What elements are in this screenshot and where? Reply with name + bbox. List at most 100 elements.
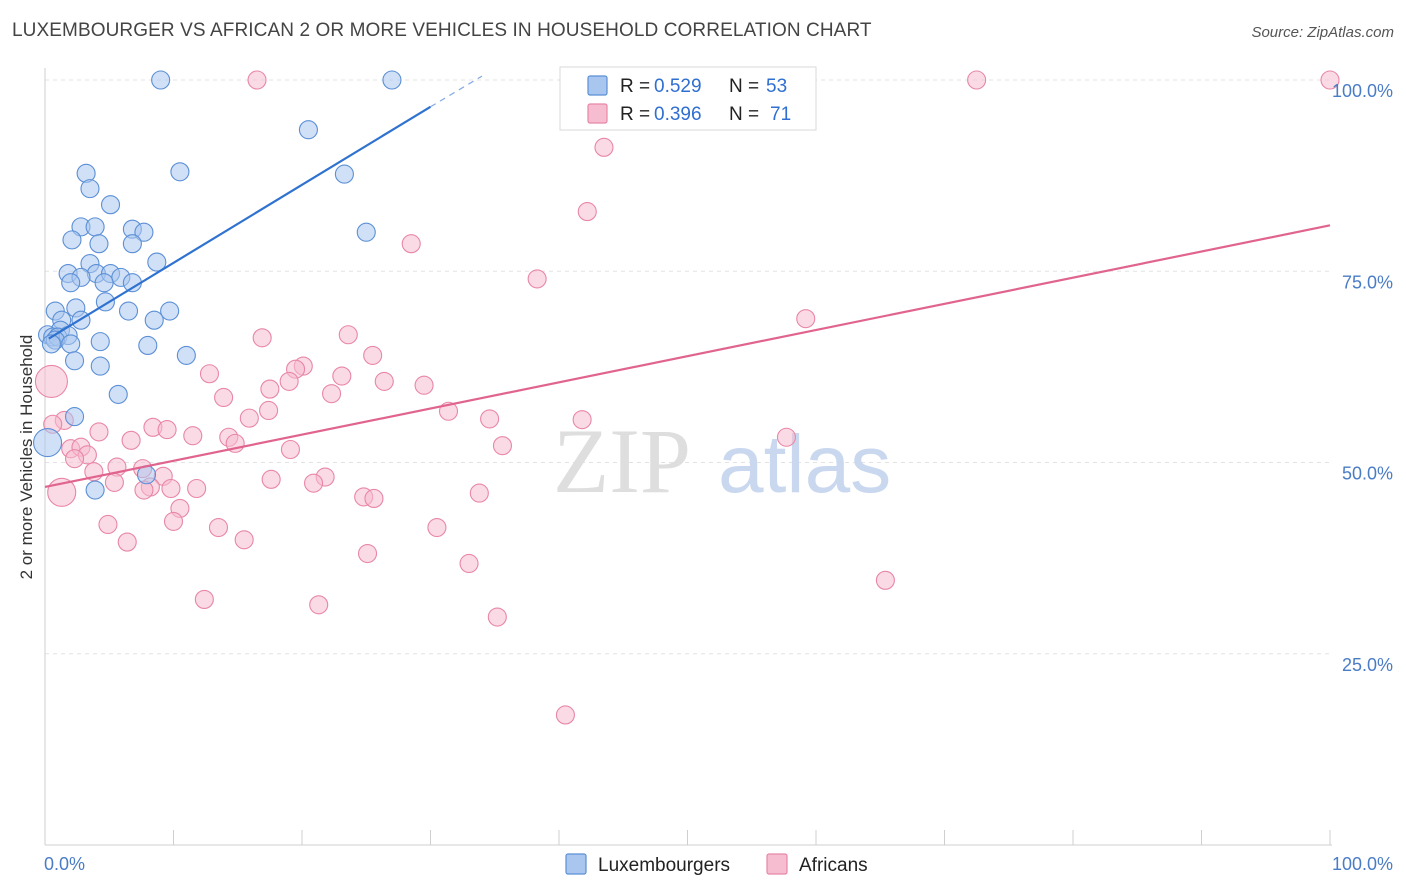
data-point [260, 379, 280, 399]
y-tick-label: 25.0% [1342, 655, 1393, 675]
data-point [1320, 70, 1340, 90]
legend-n-value: 53 [766, 76, 787, 97]
legend-r-value: 0.396 [654, 104, 702, 125]
legend-r-label: R = [620, 76, 650, 97]
trend-line-luxembourgers [48, 105, 432, 340]
gridlines [45, 79, 1330, 655]
bottom-legend-label-luxembourgers: Luxembourgers [598, 855, 730, 876]
data-point [427, 517, 447, 538]
watermark: ZIP atlas [553, 410, 891, 512]
data-point [363, 345, 383, 365]
series-africans [34, 70, 1340, 725]
data-point [62, 230, 82, 250]
data-point [572, 410, 592, 430]
watermark-zip: ZIP [553, 410, 691, 512]
chart-title: LUXEMBOURGER VS AFRICAN 2 OR MORE VEHICL… [12, 20, 872, 41]
bottom-legend: Luxembourgers Africans [565, 853, 868, 876]
data-point [34, 364, 68, 398]
data-point [357, 543, 378, 564]
data-point [261, 469, 281, 489]
data-point [208, 517, 229, 538]
legend-swatch-africans [587, 103, 608, 124]
data-point [65, 449, 85, 469]
data-point [122, 234, 142, 254]
data-point [147, 252, 167, 272]
data-point [104, 472, 124, 492]
data-point [194, 589, 214, 609]
data-point [157, 420, 177, 440]
trend-line-luxembourgers-extension [430, 75, 483, 108]
data-point [304, 473, 324, 493]
data-point [89, 422, 109, 442]
data-point [118, 301, 139, 321]
source-credit: Source: ZipAtlas.com [1251, 24, 1394, 41]
data-point [98, 514, 118, 535]
data-point [65, 351, 85, 371]
legend-n-label: N = [729, 104, 759, 125]
data-point [100, 195, 121, 215]
watermark-atlas: atlas [718, 419, 891, 510]
data-point [279, 371, 299, 391]
data-point [332, 366, 352, 386]
data-point [65, 407, 85, 427]
data-point [875, 570, 895, 590]
series-luxembourgers [33, 70, 402, 500]
y-tick-label: 75.0% [1342, 272, 1393, 292]
y-tick-label: 100.0% [1332, 81, 1393, 101]
data-point [334, 164, 354, 184]
y-tick-label: 50.0% [1342, 464, 1393, 484]
data-point [85, 217, 105, 237]
data-point [459, 553, 479, 574]
data-point [176, 345, 196, 365]
legend-n-label: N = [729, 76, 759, 97]
data-point [161, 478, 181, 499]
data-point [187, 478, 207, 499]
y-tick-labels: 25.0% 50.0% 75.0% 100.0% [1332, 81, 1393, 675]
legend-r-value: 0.529 [654, 76, 702, 97]
data-point [33, 428, 63, 458]
data-point [90, 356, 110, 376]
data-point [170, 162, 190, 182]
data-point [80, 179, 100, 199]
trend-line-africans [44, 224, 1331, 489]
data-point [469, 483, 489, 503]
data-point [163, 511, 184, 531]
data-point [338, 325, 358, 345]
bottom-legend-swatch-luxembourgers [565, 853, 587, 875]
legend-r-label: R = [620, 104, 650, 125]
data-point [199, 364, 220, 384]
legend: R = 0.529 N = 53 R = 0.396 N = 71 [559, 66, 817, 131]
data-point [144, 310, 164, 330]
y-axis-label: 2 or more Vehicles in Household [17, 335, 36, 580]
legend-swatch-luxembourgers [587, 75, 608, 96]
bottom-legend-swatch-africans [766, 853, 788, 875]
data-point [94, 273, 114, 293]
data-point [89, 234, 109, 254]
data-point [247, 70, 267, 90]
data-point [134, 222, 154, 242]
data-point [239, 408, 259, 428]
data-point [364, 488, 384, 509]
data-point [480, 409, 500, 429]
data-point [492, 436, 513, 456]
data-point [776, 427, 796, 447]
data-point [160, 301, 180, 321]
data-point [85, 480, 105, 500]
x-tick-label-min: 0.0% [44, 854, 85, 874]
data-point [356, 222, 376, 242]
data-point [121, 430, 141, 450]
data-point [234, 530, 254, 550]
data-point [555, 705, 575, 725]
data-point [577, 202, 597, 222]
data-point [117, 532, 137, 552]
data-point [298, 120, 318, 140]
data-point [90, 332, 110, 352]
legend-n-value: 71 [770, 104, 791, 125]
data-point [382, 70, 402, 90]
data-point [414, 375, 434, 395]
data-point [138, 335, 158, 356]
data-point [214, 387, 234, 408]
data-point [259, 400, 279, 421]
data-point [151, 70, 171, 90]
